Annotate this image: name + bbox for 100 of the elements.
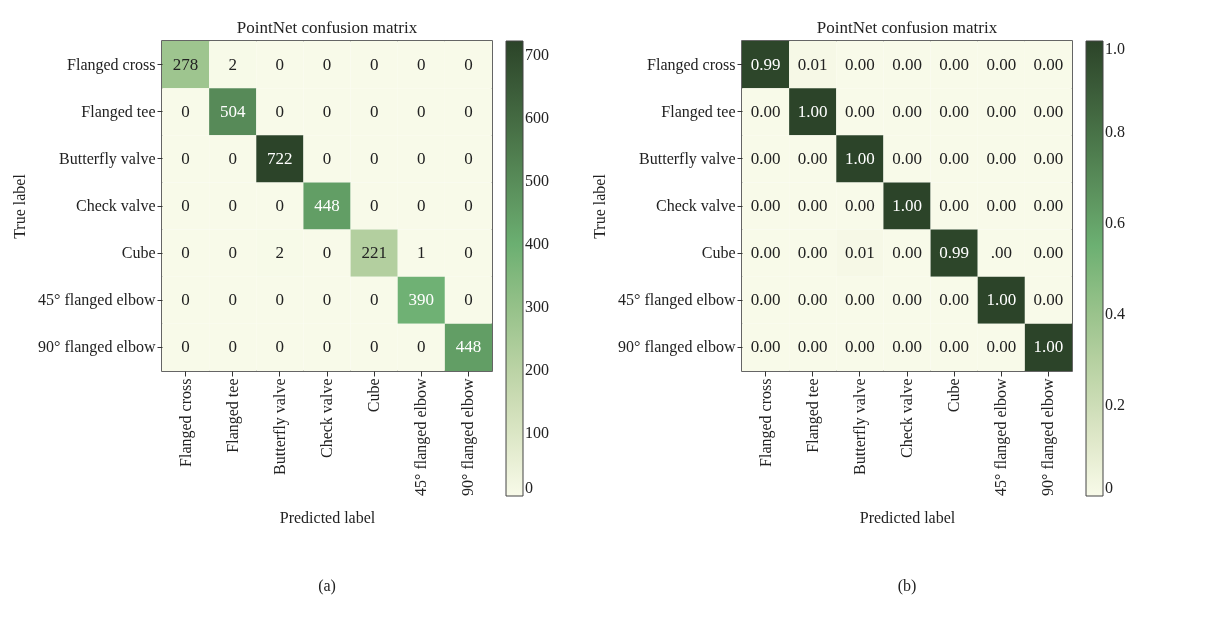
data-label: 0 (275, 337, 285, 357)
data-label: 0 (322, 54, 332, 74)
data-label: 0 (417, 196, 426, 215)
data-label: 1.00 (1033, 337, 1064, 357)
data-label: 0.00 (892, 243, 922, 263)
data-label: 0.00 (892, 290, 922, 310)
data-label: 0.00 (750, 243, 781, 263)
y-tick-label: Flanged cross (67, 55, 156, 74)
data-label: 0.00 (797, 243, 828, 263)
data-label: 0 (322, 101, 332, 121)
data-label: 0.99 (750, 54, 781, 74)
data-label: 0 (464, 148, 473, 168)
data-label: 221 (361, 243, 387, 263)
data-label: 0.00 (939, 290, 970, 310)
data-label: 1.00 (797, 101, 828, 121)
data-label: 0 (417, 54, 426, 74)
y-tick-label: Flanged cross (647, 55, 736, 74)
data-label: 0.00 (939, 54, 970, 74)
y-tick-label: Flanged tee (81, 102, 156, 121)
data-label: 0.00 (1033, 148, 1064, 168)
data-label: 0 (369, 196, 379, 215)
data-label: 0.00 (939, 196, 970, 215)
data-label: 0 (322, 243, 332, 263)
y-tick-label: 45° flanged elbow (618, 291, 736, 310)
data-label: 0.00 (939, 101, 970, 121)
x-tick-label: Check valve (318, 378, 335, 459)
color-bar-label: 0.8 (1105, 123, 1125, 140)
x-tick-label: Cube (945, 378, 963, 413)
x-tick-label: Flanged tee (803, 378, 822, 453)
data-label: 0 (181, 290, 190, 310)
data-label: 1.00 (986, 290, 1017, 310)
x-tick-label: 90° flanged elbow (1039, 378, 1058, 496)
data-label: 0.00 (750, 337, 781, 357)
data-label: 0 (464, 290, 473, 310)
text: (b) (897, 577, 917, 595)
x-tick-label: 90° flanged elbow (459, 378, 478, 496)
data-label: 0 (417, 337, 426, 357)
y-tick-label: 90° flanged elbow (618, 338, 736, 357)
color-bar-label: 500 (525, 171, 549, 189)
data-label: 0.00 (939, 148, 970, 168)
data-label: 0 (181, 196, 190, 215)
data-label: 448 (314, 196, 340, 215)
data-label: 0.00 (939, 337, 970, 357)
data-label: 0.01 (797, 54, 828, 74)
color-bar-label: 100 (525, 423, 549, 441)
text: (a) (318, 577, 336, 595)
data-label: 0.00 (750, 290, 781, 310)
x-tick-label: 45° flanged elbow (992, 378, 1011, 496)
data-label: 0 (464, 196, 473, 215)
data-label: 0 (275, 290, 285, 310)
x-axis-title: Predicted label (859, 508, 956, 526)
data-label: 0.00 (1033, 290, 1064, 310)
data-label: 2 (275, 243, 285, 263)
data-label: 0.00 (1033, 101, 1064, 121)
x-tick-label: Check valve (898, 378, 915, 459)
y-tick-label: Cube (121, 244, 156, 262)
data-label: 0.00 (750, 148, 781, 168)
color-bar-label: 0.4 (1105, 305, 1125, 322)
data-label: 0.00 (1033, 243, 1064, 263)
data-label: 0 (369, 148, 379, 168)
y-tick-label: Flanged tee (661, 102, 736, 121)
y-tick-label: Check valve (655, 197, 736, 214)
data-label: 0 (181, 243, 190, 263)
data-label: 0.00 (892, 54, 922, 74)
data-label: 0.00 (750, 101, 781, 121)
data-label: 0.00 (986, 101, 1017, 121)
x-tick-label: 45° flanged elbow (412, 378, 431, 496)
data-label: 0 (275, 54, 285, 74)
data-label: 2 (228, 54, 237, 74)
y-tick-label: Butterfly valve (59, 149, 156, 168)
data-label: 0.00 (797, 290, 828, 310)
color-bar-label: 0.6 (1105, 214, 1125, 231)
data-label: 0 (275, 196, 285, 215)
data-label: 0 (181, 101, 190, 121)
y-tick-label: 90° flanged elbow (38, 338, 156, 357)
color-bar-label: 0.2 (1105, 396, 1125, 413)
data-label: 0 (369, 337, 379, 357)
data-label: .00 (990, 243, 1012, 263)
data-label: 0 (322, 337, 332, 357)
data-label: 0.00 (797, 337, 828, 357)
y-axis-title: True label (11, 173, 29, 239)
data-label: 722 (267, 148, 293, 168)
x-tick-label: Butterfly valve (850, 378, 869, 475)
data-label: 0.00 (750, 196, 781, 215)
data-label: 0.00 (844, 196, 875, 215)
data-label: 0.01 (844, 243, 875, 263)
y-tick-label: Butterfly valve (639, 149, 736, 168)
data-label: 1 (417, 243, 426, 263)
data-label: 0.00 (1033, 54, 1064, 74)
data-label: 0 (322, 148, 332, 168)
data-label: 0 (322, 290, 332, 310)
x-tick-label: Butterfly valve (270, 378, 289, 475)
color-bar-label: 300 (525, 297, 549, 315)
chart-title: PointNet confusion matrix (816, 18, 998, 37)
data-label: 0 (417, 148, 426, 168)
y-tick-label: Cube (701, 244, 736, 262)
data-label: 0 (181, 337, 190, 357)
data-label: 448 (455, 337, 482, 357)
color-bar-label: 400 (525, 234, 549, 252)
data-label: 0.00 (797, 196, 828, 215)
